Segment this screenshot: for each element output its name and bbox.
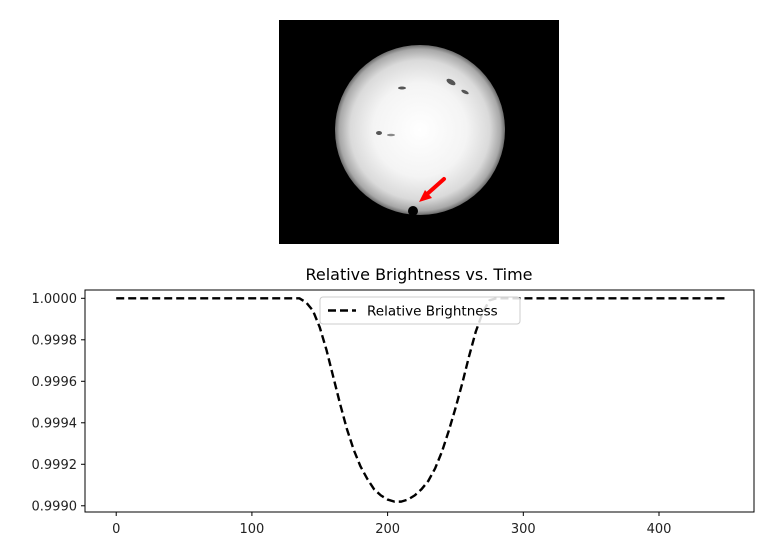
x-tick-label: 0 <box>112 522 120 537</box>
sunspots <box>376 78 469 137</box>
x-tick-label: 200 <box>375 522 400 537</box>
series-layer <box>116 297 727 503</box>
y-tick-label: 1.0000 <box>32 292 78 307</box>
chart-title: Relative Brightness vs. Time <box>305 265 532 284</box>
brightness-chart: Relative Brightness vs. Time 0.99900.999… <box>32 265 755 537</box>
y-tick-label: 0.9994 <box>32 416 78 431</box>
y-tick-label: 0.9992 <box>32 458 78 473</box>
legend-label: Relative Brightness <box>367 304 498 320</box>
plot-frame <box>84 289 755 513</box>
legend: Relative Brightness <box>319 296 521 325</box>
arrow-icon <box>419 177 446 202</box>
series-line <box>116 297 727 503</box>
sun-image <box>279 20 559 244</box>
x-tick-label: 300 <box>511 522 536 537</box>
transiting-planet <box>408 206 418 216</box>
y-tick-label: 0.9996 <box>32 375 78 390</box>
x-axis: 0 100 200 300 400 <box>112 512 671 537</box>
x-tick-label: 100 <box>239 522 264 537</box>
plot-area <box>84 289 755 513</box>
sun-disk <box>335 45 505 215</box>
x-tick-label: 400 <box>647 522 672 537</box>
legend-box <box>319 296 521 325</box>
y-axis: 0.9990 0.9992 0.9994 0.9996 0.9998 1.0000 <box>32 292 85 514</box>
y-tick-label: 0.9998 <box>32 333 78 348</box>
y-tick-label: 0.9990 <box>32 499 78 514</box>
